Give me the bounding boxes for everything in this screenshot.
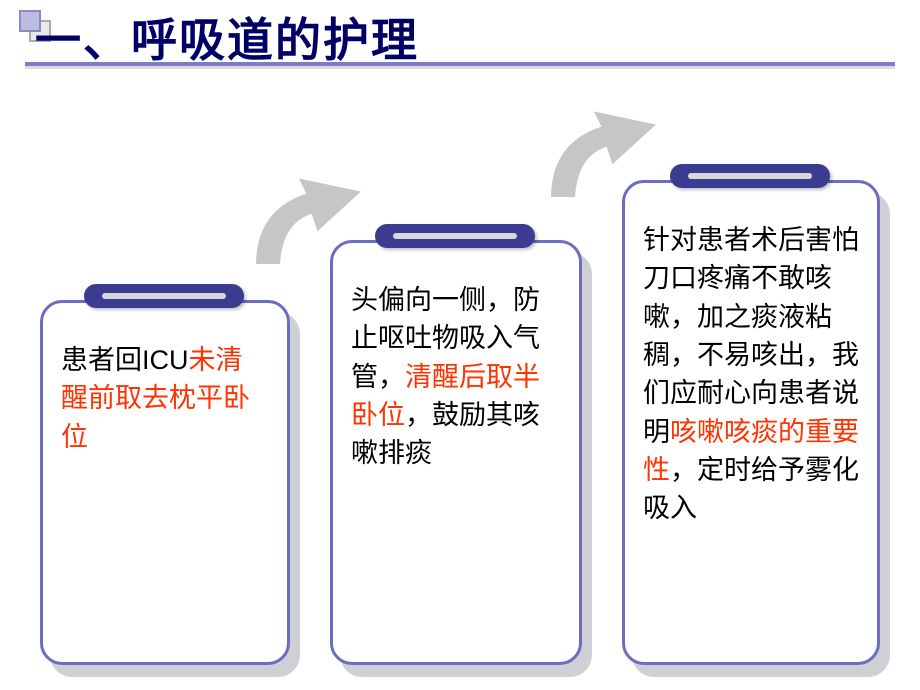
clipboard-card-1: 患者回ICU未清醒前取去枕平卧位 (40, 300, 290, 665)
clipboard-card-2: 头偏向一侧，防止呕吐物吸入气管，清醒后取半卧位，鼓励其咳嗽排痰 (330, 240, 582, 665)
clipboard-clip (84, 284, 244, 308)
title-underline-shadow (25, 66, 895, 69)
clip-bar (688, 173, 812, 179)
clipboard-clip (375, 224, 535, 248)
card-text: 患者回ICU未清醒前取去枕平卧位 (61, 341, 269, 456)
clip-bar (102, 293, 226, 299)
body-text: ，定时给予雾化吸入 (643, 455, 859, 523)
clip-bar (393, 233, 517, 239)
page-title: 一、呼吸道的护理 (35, 4, 419, 70)
card-text: 针对患者术后害怕刀口疼痛不敢咳嗽，加之痰液粘稠，不易咳出，我们应耐心向患者说明咳… (643, 221, 859, 528)
card-text: 头偏向一侧，防止呕吐物吸入气管，清醒后取半卧位，鼓励其咳嗽排痰 (351, 281, 561, 473)
clipboard-clip (670, 164, 830, 188)
body-text: 患者回ICU (61, 345, 189, 375)
body-text: 针对患者术后害怕刀口疼痛不敢咳嗽，加之痰液粘稠，不易咳出，我们应耐心向患者说明 (643, 225, 859, 447)
clipboard-card-3: 针对患者术后害怕刀口疼痛不敢咳嗽，加之痰液粘稠，不易咳出，我们应耐心向患者说明咳… (622, 180, 880, 665)
